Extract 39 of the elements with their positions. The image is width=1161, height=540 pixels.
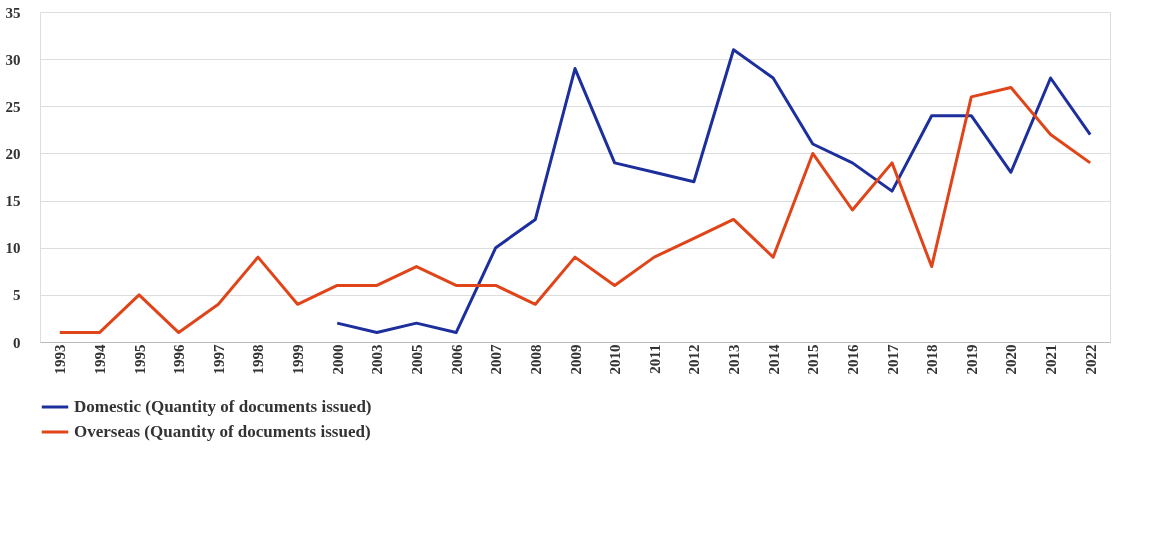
x-tick-label: 2006 (448, 344, 465, 375)
x-tick-label: 2008 (527, 344, 544, 375)
x-tick-label: 2000 (329, 344, 346, 375)
legend-label: Domestic (Quantity of documents issued) (74, 397, 372, 416)
x-tick-label: 2018 (924, 344, 941, 375)
x-tick-label: 2003 (369, 344, 386, 375)
x-tick-label: 1993 (52, 344, 69, 375)
x-tick-label: 2009 (567, 344, 584, 375)
x-tick-label: 2011 (646, 344, 663, 374)
x-tick-label: 1998 (250, 344, 267, 375)
x-tick-label: 1996 (171, 344, 188, 375)
x-tick-label: 2013 (726, 344, 743, 375)
x-tick-label: 2021 (1043, 344, 1060, 375)
y-tick-label: 35 (5, 4, 21, 21)
y-tick-label: 25 (5, 98, 21, 115)
x-tick-label: 2005 (408, 344, 425, 375)
x-tick-label: 2019 (963, 344, 980, 375)
x-tick-label: 1994 (91, 344, 108, 375)
x-tick-label: 1999 (290, 344, 307, 375)
legend-label: Overseas (Quantity of documents issued) (74, 422, 371, 441)
line-series (58, 85, 1092, 335)
y-tick-label: 5 (13, 287, 21, 304)
x-tick-label: 2012 (686, 344, 703, 375)
x-tick-label: 2020 (1003, 344, 1020, 375)
y-tick-label: 10 (5, 240, 21, 257)
x-tick-label: 2017 (884, 344, 901, 375)
y-tick-label: 15 (5, 193, 21, 210)
y-tick-label: 0 (13, 334, 21, 351)
x-tick-label: 1995 (131, 344, 148, 375)
x-tick-label: 2014 (765, 344, 782, 375)
x-tick-label: 2022 (1082, 344, 1099, 375)
x-tick-label: 2007 (488, 344, 505, 375)
x-tick-label: 2015 (805, 344, 822, 375)
x-tick-label: 1997 (210, 344, 227, 375)
x-tick-label: 2016 (844, 344, 861, 375)
line-series (335, 48, 1092, 335)
x-tick-label: 2010 (607, 344, 624, 375)
y-tick-label: 30 (5, 51, 21, 68)
y-tick-label: 20 (5, 145, 21, 162)
